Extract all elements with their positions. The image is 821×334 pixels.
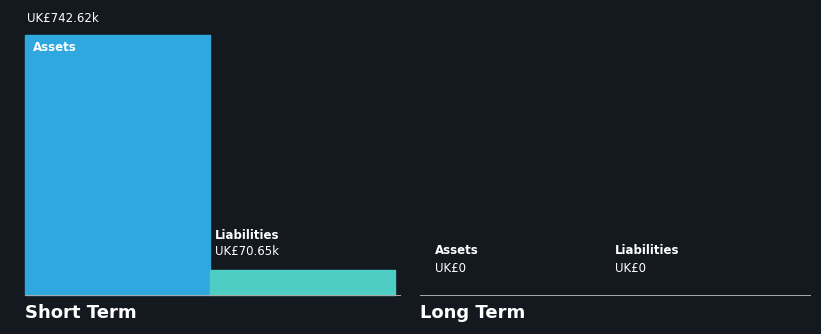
Text: UK£0: UK£0 xyxy=(615,262,646,275)
Text: Liabilities: Liabilities xyxy=(615,244,680,257)
Text: Assets: Assets xyxy=(435,244,479,257)
Text: Liabilities: Liabilities xyxy=(215,229,279,242)
Bar xyxy=(210,270,395,295)
Bar xyxy=(25,35,210,295)
Text: Long Term: Long Term xyxy=(420,304,525,322)
Text: Assets: Assets xyxy=(33,41,76,54)
Text: UK£742.62k: UK£742.62k xyxy=(27,12,99,25)
Text: UK£0: UK£0 xyxy=(435,262,466,275)
Text: Short Term: Short Term xyxy=(25,304,136,322)
Text: UK£70.65k: UK£70.65k xyxy=(215,245,279,258)
